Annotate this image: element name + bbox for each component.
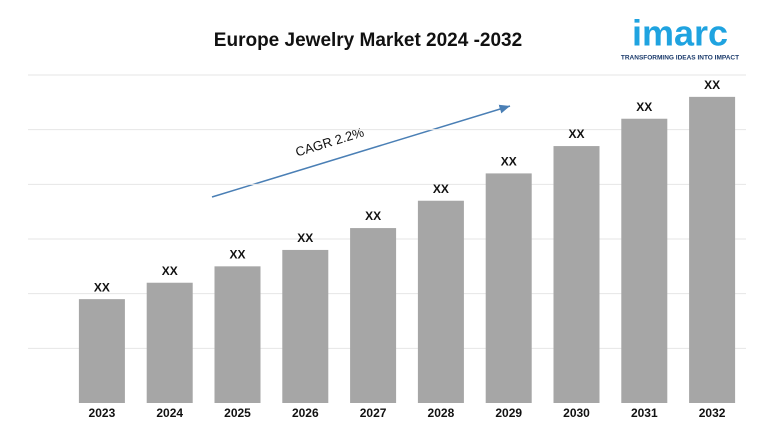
data-label: XX (501, 155, 517, 169)
logo: imarc (632, 13, 728, 54)
x-tick-label: 2031 (631, 406, 658, 420)
data-label: XX (162, 264, 178, 278)
data-label: XX (704, 78, 720, 92)
x-tick-label: 2026 (292, 406, 319, 420)
bar (689, 96, 736, 403)
x-tick-label: 2027 (360, 406, 387, 420)
bar (621, 118, 668, 403)
x-tick-label: 2024 (156, 406, 183, 420)
data-label: XX (568, 127, 584, 141)
bar (350, 228, 397, 403)
x-tick-label: 2025 (224, 406, 251, 420)
bar (417, 200, 464, 403)
data-label: XX (636, 100, 652, 114)
x-tick-label: 2023 (89, 406, 116, 420)
bar (146, 282, 193, 403)
bar (553, 146, 600, 404)
bar (282, 249, 329, 403)
data-label: XX (94, 280, 110, 294)
logo-tagline: TRANSFORMING IDEAS INTO IMPACT (621, 55, 739, 62)
bar (485, 173, 532, 403)
chart-title: Europe Jewelry Market 2024 -2032 (214, 30, 522, 51)
cagr-arrow (211, 104, 511, 198)
bar (78, 299, 125, 403)
bar (214, 266, 261, 403)
data-label: XX (433, 182, 449, 196)
x-tick-label: 2028 (428, 406, 455, 420)
x-tick-label: 2032 (699, 406, 726, 420)
data-label: XX (297, 231, 313, 245)
data-label: XX (229, 248, 245, 262)
data-label: XX (365, 209, 381, 223)
x-tick-label: 2030 (563, 406, 590, 420)
x-tick-label: 2029 (495, 406, 522, 420)
